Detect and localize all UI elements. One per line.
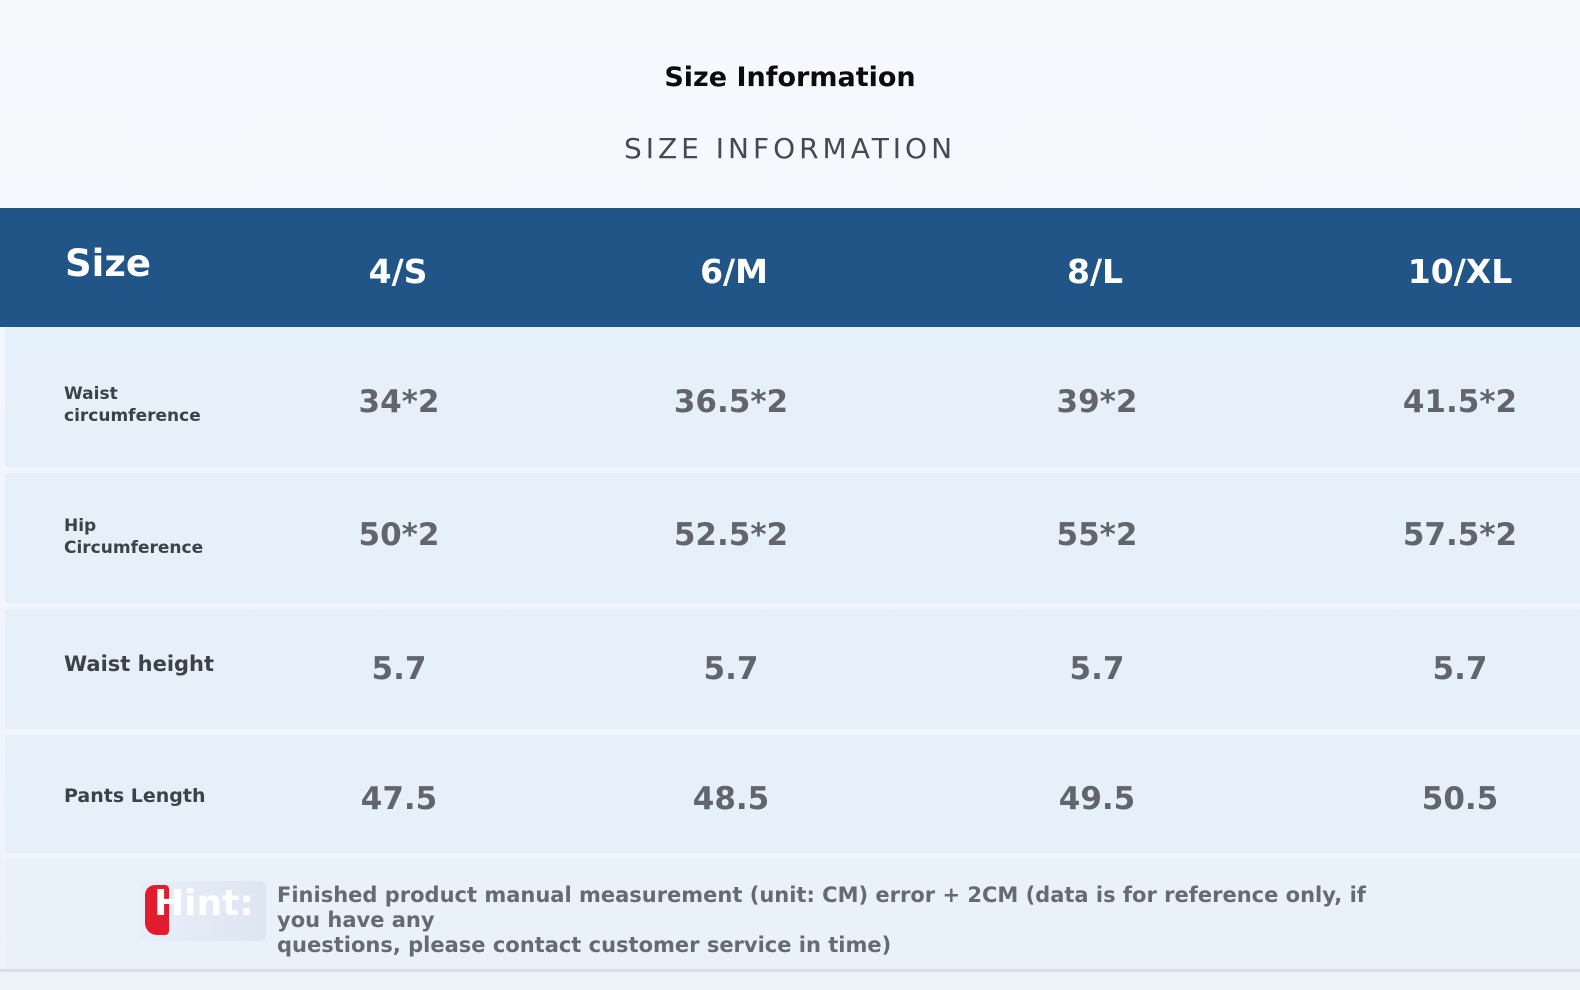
hint-label: Hint: [154, 883, 254, 924]
hint-section: Hint: Finished product manual measuremen… [5, 859, 1580, 969]
hint-text-line2: questions, please contact customer servi… [277, 933, 892, 957]
hint-text-line1: Finished product manual measurement (uni… [277, 883, 1366, 932]
table-cell: 5.7 [703, 651, 759, 687]
row-label: Hip Circumference [64, 515, 203, 559]
table-row-waist-height: Waist height 5.7 5.7 5.7 5.7 [5, 609, 1580, 729]
table-cell: 36.5*2 [673, 384, 789, 420]
row-label: Waist height [64, 652, 215, 676]
table-cell: 50*2 [358, 517, 440, 553]
page-subtitle: SIZE INFORMATION [623, 132, 957, 165]
row-label-line1: Hip [64, 516, 97, 536]
table-cell: 5.7 [1069, 651, 1125, 687]
row-label: Pants Length [64, 785, 206, 807]
row-label-line2: circumference [64, 406, 201, 426]
row-label-line1: Waist [64, 384, 118, 404]
bottom-divider [0, 969, 1580, 972]
table-cell: 55*2 [1056, 517, 1138, 553]
table-cell: 41.5*2 [1402, 384, 1518, 420]
hint-marker-icon [145, 885, 169, 935]
size-table-header: Size 4/S 6/M 8/L 10/XL [0, 208, 1580, 327]
page-title: Size Information [664, 62, 916, 93]
table-cell: 39*2 [1056, 384, 1138, 420]
row-label-line2: Circumference [64, 538, 204, 558]
table-cell: 50.5 [1421, 781, 1499, 817]
table-row-pants-length: Pants Length 47.5 48.5 49.5 50.5 [5, 735, 1580, 853]
table-cell: 47.5 [360, 781, 438, 817]
header-size-10xl: 10/XL [1407, 252, 1513, 291]
header-size-label: Size [65, 242, 151, 285]
table-cell: 48.5 [692, 781, 770, 817]
table-cell: 49.5 [1058, 781, 1136, 817]
header-size-8l: 8/L [1066, 252, 1124, 291]
hint-text: Finished product manual measurement (uni… [277, 883, 1387, 958]
table-cell: 5.7 [1432, 651, 1488, 687]
table-cell: 57.5*2 [1402, 517, 1518, 553]
table-cell: 52.5*2 [673, 517, 789, 553]
table-row-waist-circumference: Waist circumference 34*2 36.5*2 39*2 41.… [5, 327, 1580, 467]
header-size-4s: 4/S [368, 252, 428, 291]
header-size-6m: 6/M [700, 252, 768, 291]
table-cell: 5.7 [371, 651, 427, 687]
row-label: Waist circumference [64, 383, 201, 427]
table-row-hip-circumference: Hip Circumference 50*2 52.5*2 55*2 57.5*… [5, 473, 1580, 603]
hint-badge: Hint: [140, 881, 266, 941]
table-cell: 34*2 [358, 384, 440, 420]
